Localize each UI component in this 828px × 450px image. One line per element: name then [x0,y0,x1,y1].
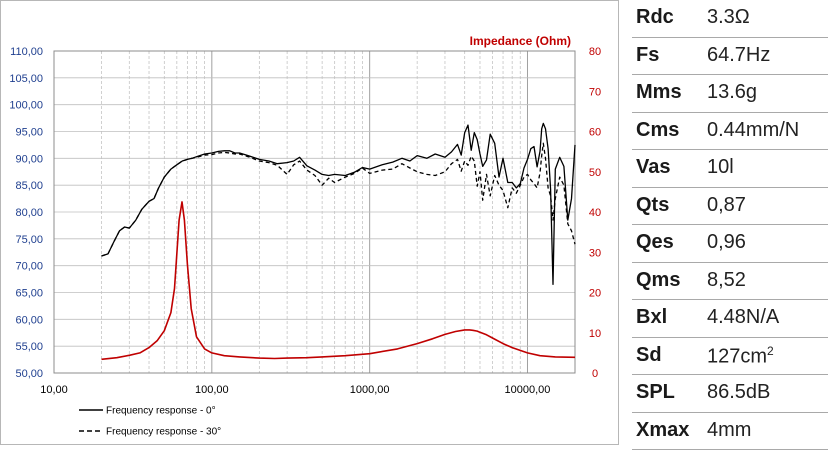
spec-row-rdc: Rdc 3.3Ω [632,0,828,38]
spec-label: Qts [636,194,669,217]
spec-label: SPL [636,381,675,404]
legend-label-30deg: Frequency response - 30° [106,427,221,438]
spec-row-qms: Qms 8,52 [632,263,828,301]
spec-row-cms: Cms 0.44mm/N [632,113,828,151]
legend-label-0deg: Frequency response - 0° [106,406,216,417]
x-tick-label: 10,00 [40,384,68,396]
y-left-tick-label: 55,00 [15,341,43,353]
spec-value: 0,87 [707,194,746,217]
spec-label: Xmax [636,419,689,442]
spec-value: 10l [707,156,734,179]
spec-row-fs: Fs 64.7Hz [632,38,828,76]
y-left-tick-label: 90,00 [15,153,43,165]
grid [54,51,575,373]
spec-label: Sd [636,344,662,367]
y-left-tick-label: 85,00 [15,180,43,192]
spec-label: Bxl [636,306,667,329]
y-right-tick-label: 80 [589,46,601,58]
spec-label: Fs [636,44,659,67]
y-left-tick-label: 60,00 [15,314,43,326]
y-right-tick-label: 0 [592,368,598,380]
spec-value-text: 127cm [707,345,767,367]
y-left-tick-label: 65,00 [15,288,43,300]
y-left-tick-label: 100,00 [9,100,43,112]
spec-row-xmax: Xmax 4mm [632,413,828,450]
spec-value: 4mm [707,419,751,442]
spec-table: Rdc 3.3Ω Fs 64.7Hz Mms 13.6g Cms 0.44mm/… [632,0,828,449]
y-right-tick-label: 30 [589,247,601,259]
spec-value: 0.44mm/N [707,119,799,142]
spec-label: Qms [636,269,680,292]
spec-row-bxl: Bxl 4.48N/A [632,300,828,338]
right-axis-title: Impedance (Ohm) [470,34,571,48]
legend: Frequency response - 0° Frequency respon… [79,406,221,438]
spec-value: 64.7Hz [707,44,770,67]
spec-label: Rdc [636,6,674,29]
spec-value-superscript: 2 [767,344,774,358]
y-left-tick-label: 70,00 [15,261,43,273]
x-tick-label: 1000,00 [350,384,390,396]
spec-row-mms: Mms 13.6g [632,75,828,113]
y-right-tick-label: 40 [589,207,601,219]
spec-label: Cms [636,119,679,142]
spec-value: 127cm2 [707,344,774,369]
y-left-tick-label: 105,00 [9,73,43,85]
spec-label: Mms [636,81,682,104]
y-left-tick-label: 50,00 [15,368,43,380]
y-left-tick-label: 75,00 [15,234,43,246]
frequency-impedance-chart: 50,00 55,00 60,00 65,00 70,00 75,00 80,00 85,00… [1,1,620,446]
spec-value: 3.3Ω [707,6,750,29]
spec-value: 0,96 [707,231,746,254]
spec-row-qts: Qts 0,87 [632,188,828,226]
x-tick-label: 100,00 [195,384,229,396]
y-right-tick-label: 60 [589,127,601,139]
x-tick-label: 10000,00 [505,384,551,396]
spec-row-spl: SPL 86.5dB [632,375,828,413]
spec-row-sd: Sd 127cm2 [632,338,828,376]
spec-label: Vas [636,156,670,179]
spec-value: 13.6g [707,81,757,104]
y-left-tick-label: 110,00 [10,46,43,58]
y-right-tick-label: 20 [589,288,601,300]
y-left-tick-label: 80,00 [15,207,43,219]
spec-value: 86.5dB [707,381,770,404]
spec-label: Qes [636,231,674,254]
chart-frame: 50,00 55,00 60,00 65,00 70,00 75,00 80,00 85,00… [0,0,619,445]
y-right-tick-label: 50 [589,167,601,179]
y-right-tick-label: 10 [589,328,601,340]
spec-value: 8,52 [707,269,746,292]
spec-row-vas: Vas 10l [632,150,828,188]
y-right-tick-label: 70 [589,86,601,98]
spec-value: 4.48N/A [707,306,779,329]
y-left-tick-label: 95,00 [15,127,43,139]
spec-row-qes: Qes 0,96 [632,225,828,263]
